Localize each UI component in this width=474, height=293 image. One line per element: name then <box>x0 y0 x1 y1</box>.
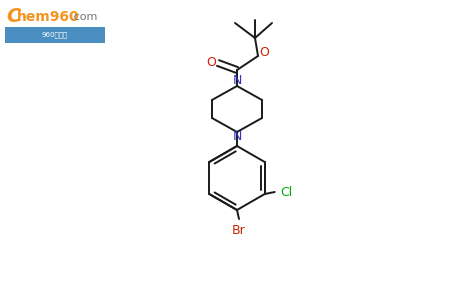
Text: N: N <box>232 130 242 144</box>
Bar <box>5 5 110 43</box>
Text: O: O <box>206 57 216 69</box>
Text: Br: Br <box>232 224 246 237</box>
Text: O: O <box>259 45 269 59</box>
Text: C: C <box>6 8 20 26</box>
Text: 960化工网: 960化工网 <box>42 32 68 38</box>
Text: hem960: hem960 <box>17 10 80 24</box>
Bar <box>5 27 105 43</box>
Text: .com: .com <box>71 12 99 22</box>
Text: N: N <box>232 74 242 88</box>
Text: Cl: Cl <box>281 185 293 198</box>
